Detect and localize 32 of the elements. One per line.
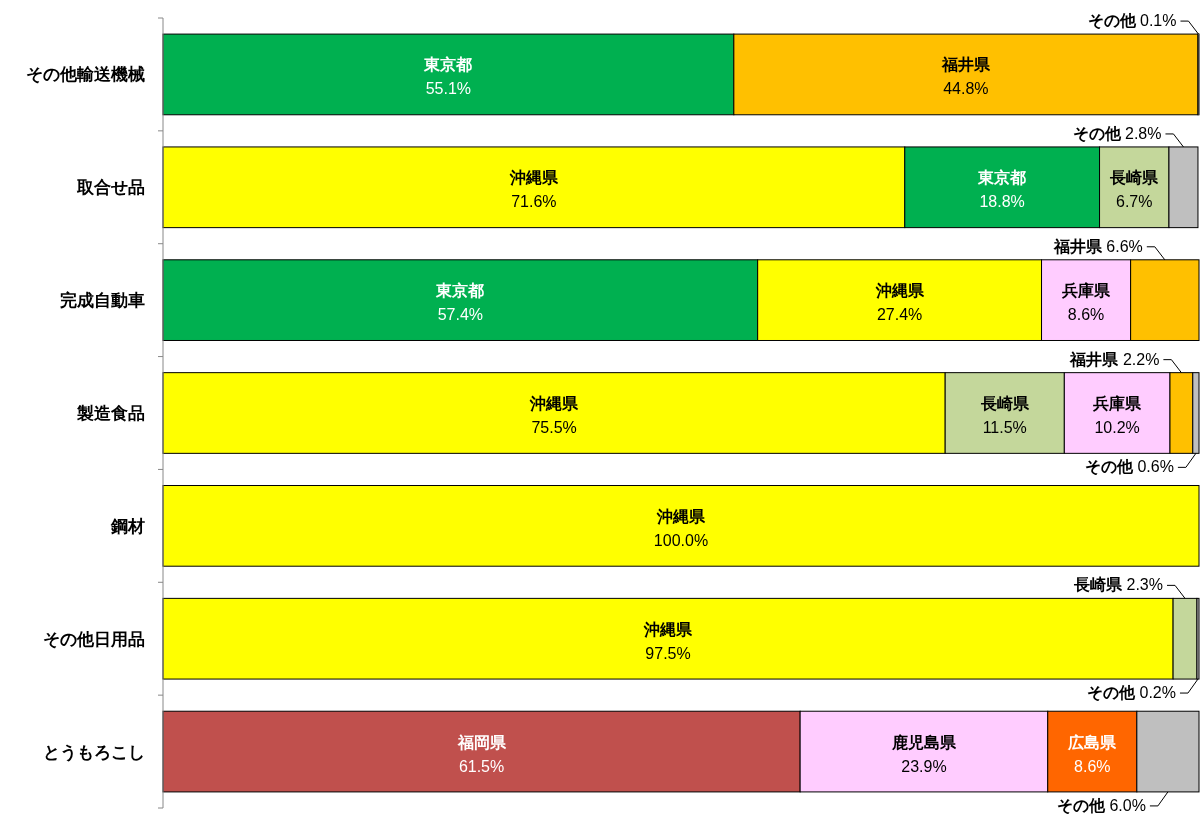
data-label: 長崎県 2.3% [1073, 576, 1164, 594]
data-label: 東京都 55.1% [423, 56, 473, 98]
data-label: 兵庫県 10.2% [1092, 394, 1143, 436]
y-tick-label: 取合せ品 [76, 178, 145, 198]
y-tick-label: 完成自動車 [60, 291, 145, 311]
data-label: 兵庫県 8.6% [1061, 281, 1112, 324]
bar [162, 485, 1200, 567]
data-label: 東京都 57.4% [435, 282, 485, 324]
data-label: 長崎県 6.7% [1109, 169, 1160, 211]
data-label: 東京都 18.8% [977, 169, 1027, 211]
data-label: 沖縄県 75.5% [529, 395, 580, 436]
y-tick-label: 鋼材 [110, 516, 145, 536]
y-tick-label: その他輸送機械 [26, 65, 145, 85]
data-label: 福井県 6.6% [1052, 237, 1143, 255]
data-label: 福岡県 61.5% [456, 733, 507, 775]
y-tick-label: とうもろこし [43, 742, 145, 762]
data-label: 福井県 2.2% [1069, 350, 1160, 368]
y-tick-label: その他日用品 [43, 629, 145, 649]
data-label: 沖縄県 71.6% [508, 169, 559, 211]
data-label: 長崎県 11.5% [979, 395, 1030, 436]
data-label: 福井県 44.8% [940, 56, 991, 98]
data-label: その他 0.2% [1087, 684, 1176, 703]
data-label: その他 0.6% [1084, 458, 1174, 477]
data-label: 鹿児島県 23.9% [890, 733, 957, 775]
data-label: その他 0.1% [1087, 12, 1177, 31]
data-label: その他 6.0% [1057, 796, 1146, 815]
data-label: 沖縄県 100.0% [653, 507, 709, 549]
y-tick-label: 製造食品 [76, 404, 145, 423]
data-label: 沖縄県 27.4% [874, 282, 925, 324]
data-label: その他 2.8% [1072, 124, 1162, 143]
data-label: 沖縄県 97.5% [643, 620, 694, 662]
data-label: 広島県 8.6% [1067, 732, 1118, 775]
